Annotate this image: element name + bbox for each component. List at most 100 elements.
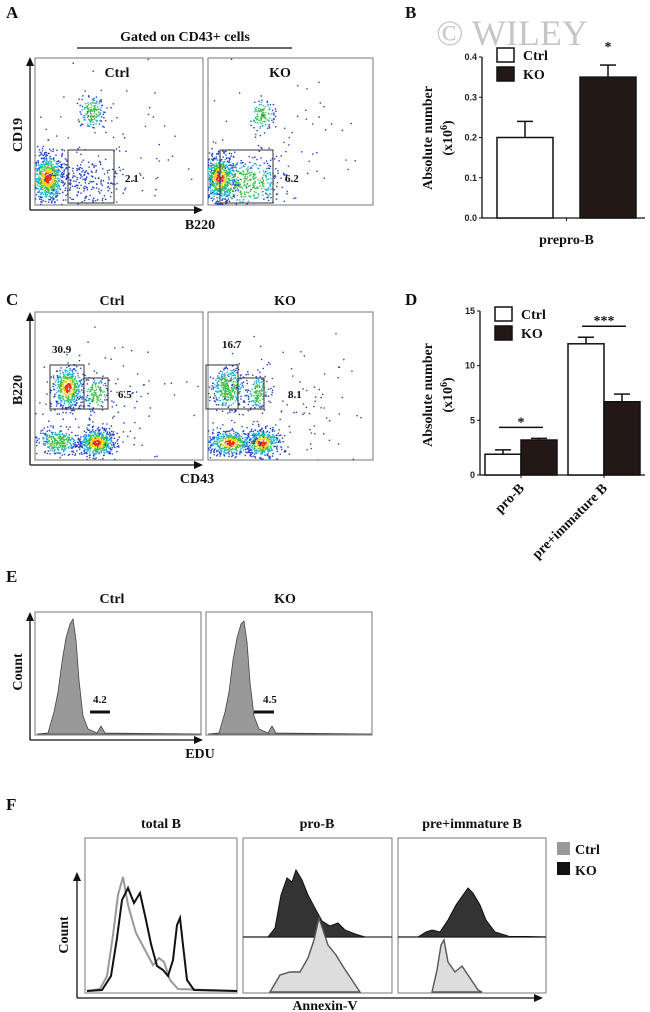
legend-swatch-ko [557, 862, 570, 875]
bar-ctrl-pre-immature-b [567, 343, 605, 476]
y-tick-label: 0 [470, 470, 475, 480]
ylabel-pre: (x10 [441, 387, 456, 413]
panel-letter-b: B [405, 3, 416, 22]
legend-swatch-ctrl [496, 47, 515, 63]
y-axis-label: B220 [11, 375, 26, 405]
plot-label-ko: KO [274, 592, 296, 607]
y-axis-label-line1: Absolute number [421, 86, 436, 190]
x-arrowhead-icon [194, 461, 203, 469]
x-tick-label: pro-B [493, 481, 528, 516]
significance-marker: * [605, 40, 612, 55]
gate-value-ctrl-1: 30.9 [52, 344, 72, 356]
gate-value-ctrl: 2.1 [125, 173, 139, 185]
histogram-ctrl [34, 611, 202, 736]
dotplot-ko [207, 57, 374, 206]
dotplot-ctrl [34, 311, 204, 461]
histogram-curve-ko [207, 620, 373, 735]
panel-e: E Ctrl KO 4.2 4.5 Count EDU [6, 567, 373, 762]
y-tick-label: 0.0 [464, 213, 477, 223]
ylabel-pre: (x10 [441, 130, 456, 156]
x-axis-label: B220 [185, 218, 215, 233]
bar-marks: 0.0 0.1 0.2 0.3 0.4 prepro-B * Ctrl KO [464, 40, 645, 248]
gate-value-ko-2: 8.1 [288, 389, 302, 401]
dots-ctrl [35, 326, 199, 460]
plot-label-pre-immature-b: pre+immature B [422, 817, 522, 832]
y-arrowhead-icon [73, 872, 81, 881]
ylabel-sup: 6 [439, 125, 450, 130]
y-tick-label: 0.1 [464, 173, 477, 183]
gate-ctrl-2 [83, 377, 109, 410]
ylabel-sup: 6 [439, 382, 450, 387]
gate-ctrl [67, 149, 115, 204]
x-axis-label: CD43 [180, 472, 214, 487]
bar-ko-pro-b [520, 439, 558, 476]
ylabel-post: ) [441, 377, 456, 382]
y-tick-label: 5 [470, 415, 475, 425]
y-axis-label-line2: (x106) [439, 120, 456, 156]
panel-letter-f: F [6, 795, 16, 814]
plot-label-ctrl: Ctrl [100, 294, 125, 309]
y-axis-label: Count [11, 653, 26, 691]
x-tick-label: pre+immature B [530, 481, 611, 562]
y-tick-label: 0.4 [464, 52, 477, 62]
significance-marker: * [518, 415, 525, 430]
y-arrowhead-icon [26, 312, 34, 321]
legend-label-ctrl: Ctrl [523, 49, 548, 64]
bar-ko-prepro-b [579, 76, 637, 219]
gate-value-ko: 6.2 [285, 173, 299, 185]
y-tick-label: 0.3 [464, 92, 477, 102]
legend-label-ctrl: Ctrl [575, 843, 600, 858]
gate-value-ko: 4.5 [263, 694, 277, 706]
panel-letter-d: D [405, 290, 417, 309]
y-axis-label-line1: Absolute number [421, 343, 436, 447]
histogram-curve-ctrl [36, 617, 202, 735]
bar-ctrl-prepro-b [496, 136, 554, 219]
panel-letter-a: A [6, 3, 19, 22]
legend-swatch-ctrl [494, 306, 513, 322]
panel-b-bar-chart: B Absolute number (x106) 0.0 0.1 0.2 0.3 0.4… [405, 3, 645, 248]
y-axis-label-line2: (x106) [439, 377, 456, 413]
panel-f: F total B pro-B pre+immature B Count Ann… [6, 795, 600, 1012]
y-axis-label: Count [57, 916, 72, 954]
curve-pro-b-ko [243, 868, 366, 938]
legend-label-ko: KO [575, 864, 597, 879]
bar-ko-pre-immature-b [603, 400, 641, 476]
legend-swatch-ko [494, 325, 513, 341]
dots-ctrl [35, 58, 193, 205]
curve-total-b-ctrl [86, 876, 238, 992]
bar-ctrl-pro-b [484, 453, 522, 476]
histogram-pre-immature-b [397, 837, 547, 994]
gate-ko [219, 149, 274, 204]
dots-ko [208, 332, 362, 460]
y-tick-label: 10 [465, 361, 475, 371]
dotplot-ctrl [34, 57, 204, 206]
x-tick-label: prepro-B [539, 233, 594, 248]
panel-letter-c: C [6, 290, 18, 309]
x-arrowhead-icon [194, 736, 203, 744]
plot-label-ctrl: Ctrl [100, 592, 125, 607]
dotplot-ko [207, 311, 374, 461]
legend-label-ko: KO [521, 327, 543, 342]
y-tick-label: 0.2 [464, 133, 477, 143]
panel-letter-e: E [6, 567, 17, 586]
gate-value-ctrl-2: 6.5 [118, 389, 132, 401]
curve-total-b-ko [86, 885, 238, 992]
gate-title: Gated on CD43+ cells [120, 30, 250, 45]
legend-swatch-ctrl [557, 842, 570, 855]
gate-value-ctrl: 4.2 [93, 694, 107, 706]
histogram-ko [205, 611, 373, 736]
y-arrowhead-icon [26, 57, 34, 66]
panel-d-bar-chart: D Absolute number (x106) 0 5 10 15 pro-B pre+… [405, 290, 645, 562]
y-arrowhead-icon [26, 612, 34, 621]
plot-label-ctrl: Ctrl [105, 66, 130, 81]
x-axis-label: Annexin-V [292, 999, 357, 1012]
plot-label-ko: KO [269, 66, 291, 81]
watermark: © WILEY [436, 13, 588, 53]
curve-pro-b-ctrl [268, 915, 362, 993]
histogram-total-b [84, 837, 238, 994]
y-tick-label: 15 [465, 306, 475, 316]
histogram-pro-b [242, 837, 393, 994]
legend-label-ctrl: Ctrl [521, 308, 546, 323]
